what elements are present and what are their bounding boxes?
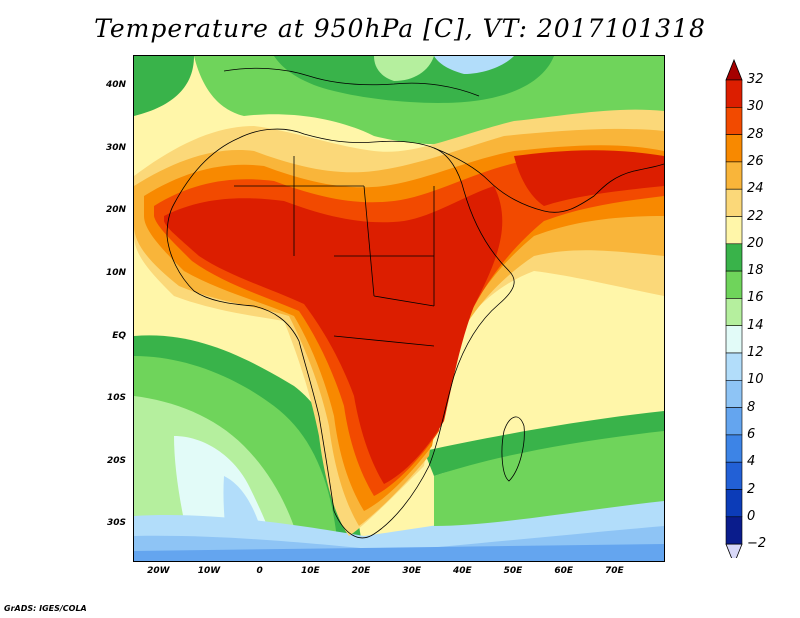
- lat-tick-label: 30N: [105, 142, 126, 153]
- colorbar-swatch: [725, 516, 743, 545]
- colorbar-swatch: [725, 188, 743, 217]
- colorbar-tick-label: 8: [747, 399, 756, 415]
- colorbar-tick-label: 0: [747, 508, 756, 524]
- colorbar-tick-label: 28: [747, 126, 764, 142]
- lat-tick-label: 30S: [106, 518, 126, 529]
- coastlines: [166, 67, 664, 539]
- colorbar-tick-label: 6: [747, 426, 756, 442]
- colorbar-swatch: [725, 489, 743, 518]
- colorbar-swatch: [725, 379, 743, 408]
- colorbar-tick-label: 24: [747, 181, 764, 197]
- colorbar-swatch: [725, 161, 743, 190]
- lat-tick-label: 20S: [106, 455, 126, 466]
- lon-tick-label: 50E: [503, 566, 523, 576]
- colorbar-swatch: [725, 216, 743, 245]
- lon-tick-label: 20E: [351, 566, 371, 576]
- lon-tick-label: 10E: [300, 566, 320, 576]
- colorbar-tick-label: 18: [747, 263, 764, 279]
- colorbar-tick-label: 2: [747, 481, 756, 497]
- colorbar-min-arrow: [725, 543, 743, 558]
- lat-tick-label: EQ: [112, 330, 126, 341]
- lon-tick-label: 0: [256, 566, 263, 576]
- temperature-field: [134, 56, 664, 561]
- lat-tick-label: 10S: [106, 393, 126, 404]
- colorbar-tick-label: 32: [747, 72, 764, 87]
- map-title: Temperature at 950hPa [C], VT: 201710131…: [94, 14, 706, 43]
- colorbar-swatch: [725, 434, 743, 463]
- colorbar-tick-label: 26: [747, 153, 764, 169]
- colorbar-swatch: [725, 407, 743, 436]
- lon-tick-label: 30E: [402, 566, 421, 576]
- colorbar-tick-label: 22: [747, 208, 764, 224]
- colorbar-tick-label: −2: [747, 536, 767, 552]
- colorbar-tick-label: 20: [747, 235, 764, 251]
- colorbar-tick-label: 12: [747, 345, 764, 360]
- colorbar-swatch: [725, 243, 743, 272]
- temperature-map: [133, 55, 665, 562]
- colorbar-tick-label: 4: [747, 454, 756, 470]
- lon-tick-label: 20W: [147, 566, 170, 576]
- colorbar-swatch: [725, 79, 743, 108]
- lat-tick-label: 10N: [105, 268, 126, 279]
- lon-tick-label: 70E: [604, 566, 624, 576]
- lon-tick-label: 40E: [452, 566, 472, 576]
- lon-tick-label: 10W: [197, 566, 221, 576]
- colorbar-swatch: [725, 134, 743, 163]
- colorbar-swatch: [725, 352, 743, 381]
- colorbar: [725, 58, 743, 558]
- colorbar-tick-label: 10: [747, 372, 764, 388]
- lon-tick-label: 60E: [554, 566, 573, 576]
- colorbar-max-arrow: [725, 58, 743, 81]
- lat-tick-label: 20N: [105, 205, 126, 216]
- colorbar-tick-label: 14: [747, 317, 764, 333]
- colorbar-swatch: [725, 298, 743, 326]
- colorbar-tick-label: 30: [747, 99, 764, 115]
- colorbar-swatch: [725, 461, 743, 490]
- colorbar-swatch: [725, 270, 743, 299]
- lat-tick-label: 40N: [105, 80, 126, 91]
- colorbar-swatch: [725, 106, 743, 135]
- colorbar-tick-label: 16: [747, 290, 764, 306]
- colorbar-swatch: [725, 325, 743, 354]
- grads-credit: GrADS: IGES/COLA: [4, 604, 87, 613]
